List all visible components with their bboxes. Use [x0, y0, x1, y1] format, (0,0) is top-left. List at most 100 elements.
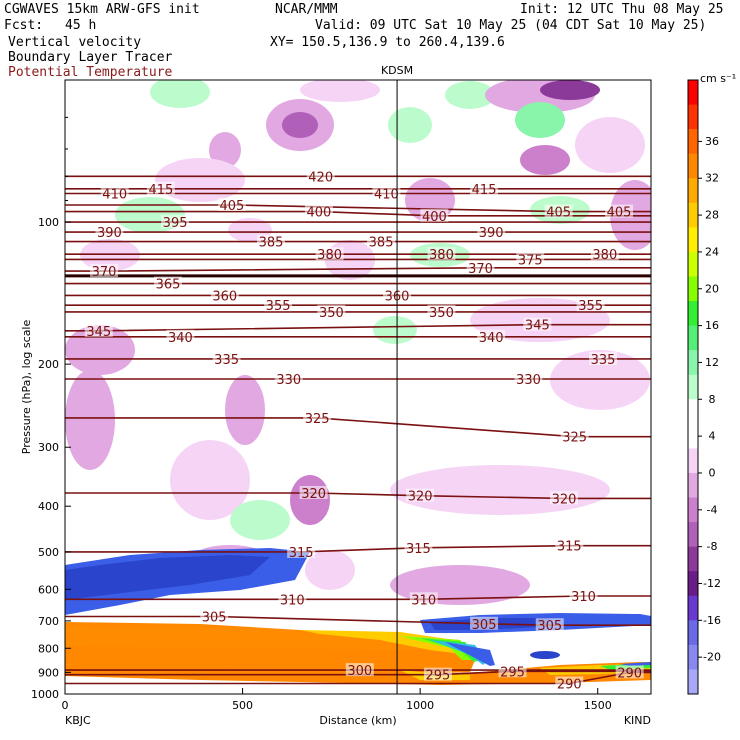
theta-label-bg	[589, 351, 618, 365]
theta-label-bg	[304, 204, 333, 218]
colorbar-tick-label: 28	[705, 209, 719, 222]
potential-temperature-labels: 415 415 420 410 410 405 405 405 400 400 395 390 390 3…	[84, 169, 644, 692]
colorbar-swatch	[688, 104, 698, 130]
theta-label: 380	[317, 248, 342, 263]
theta-label: 410	[374, 188, 399, 203]
theta-label-bg	[100, 186, 129, 200]
y-tick-label: 900	[38, 666, 59, 679]
colorbar-swatch	[688, 350, 698, 376]
theta-label: 335	[214, 353, 239, 368]
theta-label: 320	[301, 487, 326, 502]
theta-label-bg	[560, 429, 589, 443]
theta-contour-400	[65, 210, 651, 217]
theta-label-bg	[161, 215, 190, 229]
theta-label-bg	[535, 618, 564, 632]
colorbar-swatch	[688, 251, 698, 277]
theta-label: 415	[472, 183, 497, 198]
theta-label-bg	[299, 485, 328, 499]
colorbar-swatch	[688, 399, 698, 425]
colorbar-swatch	[688, 153, 698, 179]
colorbar-swatch	[688, 202, 698, 228]
theta-label: 345	[525, 319, 550, 334]
x-tick-label: 1000	[406, 699, 434, 712]
theta-label-bg	[210, 288, 239, 302]
theta-label: 320	[408, 490, 433, 505]
theta-label-bg	[372, 186, 401, 200]
theta-label-bg	[345, 663, 374, 677]
theta-label-bg	[303, 410, 332, 424]
colorbar-swatch	[688, 620, 698, 646]
theta-label-bg	[477, 225, 506, 239]
theta-label-bg	[427, 247, 456, 261]
colorbar-swatch	[688, 595, 698, 621]
theta-label-bg	[590, 247, 619, 261]
y-tick-label: 100	[38, 216, 59, 229]
theta-label: 380	[592, 248, 617, 263]
cross-section-xy: XY= 150.5,136.9 to 260.4,139.6	[270, 35, 505, 50]
colorbar-swatch	[688, 522, 698, 548]
theta-label-bg	[569, 589, 598, 603]
theta-label: 370	[468, 262, 493, 277]
theta-label: 330	[276, 373, 301, 388]
theta-label: 370	[92, 265, 117, 280]
theta-label: 385	[369, 236, 394, 251]
colorbar-tick-label: 16	[705, 319, 719, 332]
theta-label-bg	[367, 234, 396, 248]
theta-label-bg	[315, 247, 344, 261]
theta-label-bg	[409, 592, 438, 606]
colorbar-swatch	[688, 669, 698, 695]
theta-label-bg	[317, 304, 346, 318]
colorbar-swatch	[688, 546, 698, 572]
theta-label: 405	[607, 206, 632, 221]
y-axis: 100 200 300 400 500 600 700 800 900 1000	[31, 116, 71, 701]
theta-label: 290	[557, 677, 582, 692]
theta-label: 340	[479, 331, 504, 346]
theta-label: 290	[617, 666, 642, 681]
theta-label: 355	[266, 299, 291, 314]
theta-label-bg	[95, 225, 124, 239]
y-tick-label: 300	[38, 441, 59, 454]
theta-label-bg	[306, 169, 335, 183]
theta-label-bg	[605, 204, 634, 218]
y-tick-label: 600	[38, 583, 59, 596]
theta-label-bg	[404, 540, 433, 554]
theta-label: 365	[156, 278, 181, 293]
theta-label: 335	[591, 353, 616, 368]
theta-label: 300	[347, 664, 372, 679]
theta-label: 400	[307, 206, 332, 221]
x-axis: 0 500 1000 1500	[62, 688, 612, 712]
field-vertical-velocity: Vertical velocity	[8, 35, 142, 50]
y-tick-label: 800	[38, 642, 59, 655]
theta-label: 310	[411, 593, 436, 608]
theta-label-bg	[84, 323, 113, 337]
theta-label: 345	[86, 325, 111, 340]
theta-label: 395	[163, 216, 188, 231]
theta-label-bg	[200, 609, 229, 623]
colorbar-tick-label: 24	[705, 245, 719, 258]
colorbar-tick-label: -4	[707, 503, 718, 516]
theta-label-bg	[427, 304, 456, 318]
colorbar-tick-label: 20	[705, 282, 719, 295]
theta-label-bg	[217, 197, 246, 211]
theta-label: 405	[220, 199, 245, 214]
theta-label-bg	[516, 252, 545, 266]
forecast-hour-value: 45 h	[65, 18, 97, 33]
y-tick-label: 500	[38, 546, 59, 559]
colorbar-unit: cm s⁻¹	[700, 72, 736, 85]
colorbar-tick-label: -12	[703, 577, 721, 590]
theta-label: 415	[148, 183, 173, 198]
theta-label: 330	[516, 373, 541, 388]
colorbar-swatch	[688, 325, 698, 351]
colorbar-swatch	[688, 227, 698, 253]
theta-label-bg	[166, 329, 195, 343]
theta-label: 375	[518, 253, 543, 268]
theta-label: 400	[422, 210, 447, 225]
theta-label-bg	[278, 592, 307, 606]
x-axis-label: Distance (km)	[319, 714, 396, 727]
theta-label: 420	[308, 170, 333, 185]
theta-label-bg	[498, 664, 527, 678]
y-tick-label: 1000	[31, 688, 59, 701]
theta-label-bg	[274, 371, 303, 385]
colorbar-tick-label: 36	[705, 135, 719, 148]
theta-label: 340	[168, 331, 193, 346]
